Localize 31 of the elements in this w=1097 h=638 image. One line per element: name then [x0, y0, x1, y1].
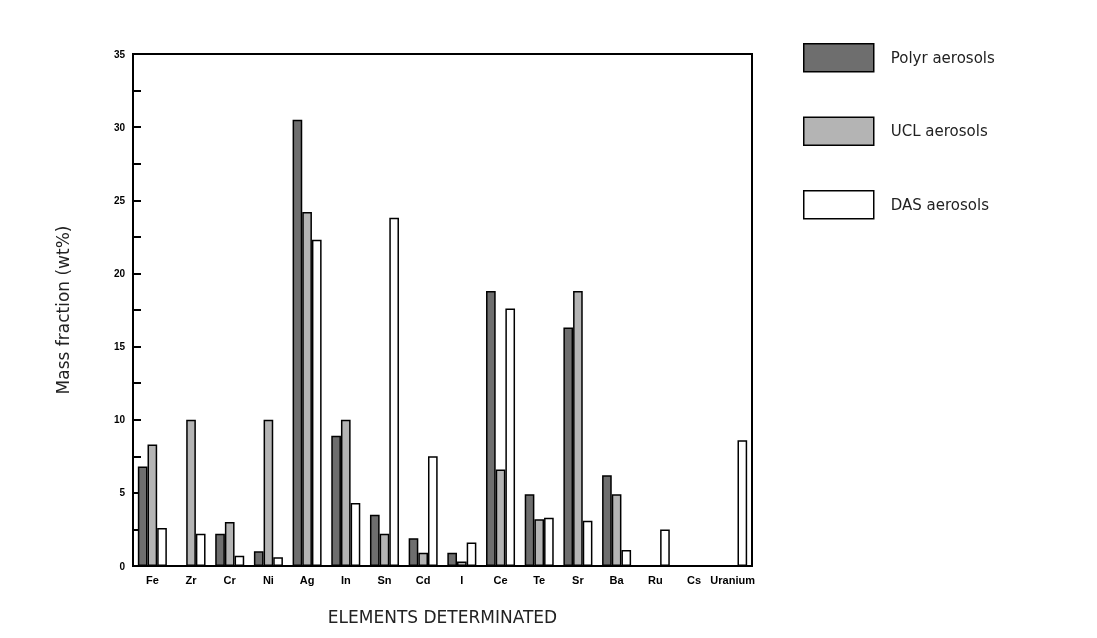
x-tick-label: Ni [262, 573, 274, 586]
x-tick-label: I [460, 573, 464, 586]
legend-label: DAS aerosols [890, 195, 990, 214]
bar [737, 440, 748, 566]
x-tick-label: Cd [415, 573, 431, 586]
legend-label: UCL aerosols [890, 122, 988, 141]
x-tick-label: Fe [145, 573, 159, 586]
y-axis-title: Mass fraction (wt%) [52, 225, 73, 395]
x-axis-title: ELEMENTS DETERMINATED [327, 606, 558, 627]
x-tick-label: Ag [299, 573, 315, 586]
x-tick-label: Ru [647, 573, 663, 586]
x-tick-label: Cs [686, 573, 701, 586]
x-tick-label: Te [533, 573, 546, 586]
y-tick-label: 25 [113, 194, 126, 206]
y-tick-label: 5 [119, 487, 126, 499]
bar [660, 529, 670, 566]
x-tick-label: Ba [609, 573, 625, 586]
y-tick-label: 10 [113, 414, 126, 426]
y-tick-label: 0 [119, 560, 126, 572]
x-tick-label: Cr [223, 573, 237, 586]
x-tick-label: Sn [377, 573, 392, 586]
x-tick-label: In [340, 573, 351, 586]
y-tick-label: 30 [113, 121, 126, 133]
x-tick-label: Uranium [710, 573, 756, 586]
y-tick-label: 35 [113, 48, 126, 60]
y-tick-label: 15 [113, 341, 126, 353]
x-tick-label: Sr [572, 573, 585, 586]
y-tick-label: 20 [113, 267, 126, 279]
legend-label: Polyr aerosols [890, 48, 996, 67]
x-tick-label: Ce [493, 573, 508, 586]
x-tick-label: Zr [185, 573, 198, 586]
